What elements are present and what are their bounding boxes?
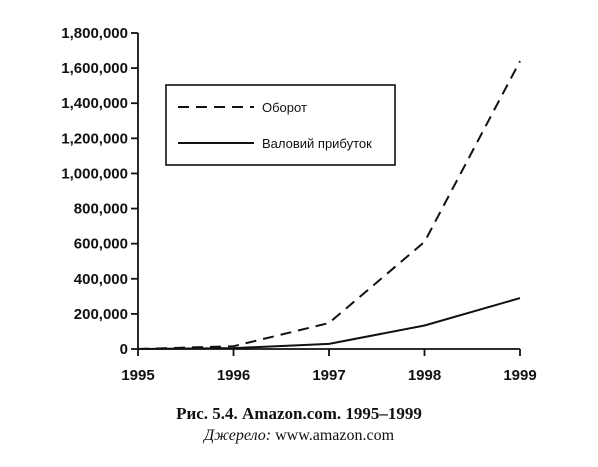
- y-tick-label: 200,000: [74, 306, 128, 323]
- y-axis: 0 200,000 400,000 600,000 800,000 1,000,000 1,…: [61, 25, 139, 358]
- legend-box: [165, 84, 396, 166]
- x-tick-label: 1999: [503, 367, 536, 384]
- x-tick-label: 1996: [217, 367, 250, 384]
- y-tick-label: 1,400,000: [61, 95, 128, 112]
- y-tick-label: 1,800,000: [61, 25, 128, 42]
- series-layer: [137, 60, 521, 350]
- y-tick-label: 600,000: [74, 236, 128, 253]
- series-line-gross-profit: [137, 297, 521, 350]
- x-tick-label: 1995: [121, 367, 154, 384]
- x-tick-label: 1998: [408, 367, 441, 384]
- y-tick-label: 1,200,000: [61, 130, 128, 147]
- source-label: Джерело:: [203, 427, 272, 444]
- figure-caption: Рис. 5.4. Amazon.com. 1995–1999: [176, 404, 422, 423]
- source-url: www.amazon.com: [275, 427, 395, 444]
- y-tick-label: 800,000: [74, 201, 128, 218]
- legend-label-turnover: Оборот: [262, 100, 307, 115]
- series-line-turnover: [137, 60, 521, 350]
- y-tick-label: 1,000,000: [61, 165, 128, 182]
- y-tick-label: 1,600,000: [61, 60, 128, 77]
- line-chart: 0 200,000 400,000 600,000 800,000 1,000,000 1,…: [61, 25, 537, 384]
- legend: Оборот Валовий прибуток: [165, 84, 396, 166]
- y-tick-label: 400,000: [74, 271, 128, 288]
- figure-source: Джерело: www.amazon.com: [0, 427, 598, 445]
- x-tick-label: 1997: [312, 367, 345, 384]
- legend-label-gross-profit: Валовий прибуток: [262, 136, 372, 151]
- x-axis: 1995 1996 1997 1998 1999: [121, 348, 537, 384]
- y-tick-label: 0: [120, 341, 128, 358]
